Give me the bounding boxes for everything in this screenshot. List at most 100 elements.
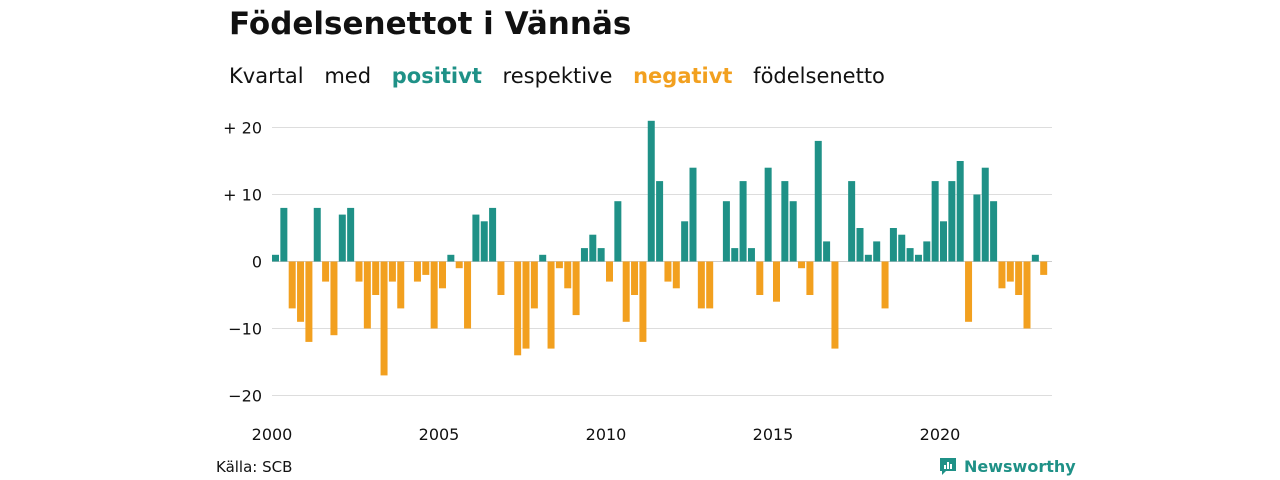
bar xyxy=(288,261,296,309)
bar xyxy=(439,261,446,289)
bar xyxy=(873,241,881,262)
x-tick-label: 2005 xyxy=(419,425,460,444)
bar xyxy=(1031,254,1039,262)
subtitle-word-med: med xyxy=(324,64,372,88)
source-note: Källa: SCB xyxy=(216,458,293,476)
bar xyxy=(363,261,371,329)
bar xyxy=(656,181,664,262)
bar xyxy=(689,167,697,262)
bar xyxy=(397,261,405,309)
bar xyxy=(1015,261,1023,295)
y-tick-label: 0 xyxy=(252,253,262,272)
bar xyxy=(313,207,321,262)
chart-subtitle: Kvartal med positivt respektive negativt… xyxy=(229,64,899,88)
bar xyxy=(272,254,279,262)
bar xyxy=(747,248,755,262)
bar xyxy=(806,261,814,295)
bar xyxy=(856,228,864,262)
bar xyxy=(1006,261,1014,282)
bar xyxy=(422,261,430,275)
bar xyxy=(639,261,647,342)
bar xyxy=(372,261,380,295)
chart-title: Födelsenettot i Vännäs xyxy=(229,6,632,42)
y-tick-label: + 10 xyxy=(223,186,262,205)
bar xyxy=(831,261,839,349)
x-tick-label: 2015 xyxy=(753,425,794,444)
bar xyxy=(914,254,922,262)
subtitle-word-respektive: respektive xyxy=(502,64,613,88)
bar xyxy=(388,261,396,282)
bar xyxy=(338,214,346,262)
subtitle-word-fodelsenetto: födelsenetto xyxy=(753,64,885,88)
bar xyxy=(572,261,580,316)
bar xyxy=(956,161,964,262)
bar xyxy=(464,261,472,329)
bar xyxy=(722,201,730,262)
bar xyxy=(480,221,488,262)
x-tick-label: 2020 xyxy=(920,425,961,444)
bar xyxy=(764,167,772,262)
bar xyxy=(781,181,789,262)
bar xyxy=(940,221,947,262)
bar xyxy=(923,241,931,262)
bar xyxy=(756,261,764,295)
bar xyxy=(823,241,831,262)
bar xyxy=(280,207,288,262)
bar xyxy=(814,140,822,262)
bar xyxy=(330,261,338,336)
bar xyxy=(864,254,872,262)
bar xyxy=(589,234,597,262)
bar xyxy=(555,261,563,269)
y-tick-label: −20 xyxy=(228,387,262,406)
bar xyxy=(898,234,906,262)
bar xyxy=(631,261,639,295)
bar xyxy=(990,201,998,262)
bar xyxy=(530,261,538,309)
subtitle-word-kvartal: Kvartal xyxy=(229,64,304,88)
bar xyxy=(606,261,613,282)
bar xyxy=(948,181,956,262)
bar xyxy=(380,261,388,376)
bar xyxy=(413,261,421,282)
bar xyxy=(798,261,806,269)
bar xyxy=(981,167,989,262)
bar xyxy=(681,221,689,262)
bar xyxy=(998,261,1006,289)
bar xyxy=(906,248,914,262)
x-tick-label: 2010 xyxy=(586,425,627,444)
bar xyxy=(564,261,572,289)
bar xyxy=(773,261,780,302)
bar xyxy=(848,181,856,262)
subtitle-negative-label: negativt xyxy=(633,64,733,88)
bar xyxy=(355,261,363,282)
bar xyxy=(430,261,438,329)
bar xyxy=(672,261,680,289)
y-tick-label: −10 xyxy=(228,320,262,339)
bar xyxy=(706,261,714,309)
bar xyxy=(455,261,463,269)
bar xyxy=(1040,261,1048,275)
bar xyxy=(664,261,672,282)
bar xyxy=(731,248,739,262)
bar xyxy=(514,261,522,356)
brand-name: Newsworthy xyxy=(964,456,1076,476)
bar xyxy=(614,201,622,262)
bar xyxy=(322,261,330,282)
bar xyxy=(539,254,547,262)
bar xyxy=(305,261,313,342)
bar xyxy=(881,261,889,309)
bar xyxy=(973,194,981,262)
subtitle-positive-label: positivt xyxy=(391,64,482,88)
bar xyxy=(965,261,973,322)
bar xyxy=(597,248,605,262)
brand-logo: Newsworthy xyxy=(938,456,1076,476)
x-tick-label: 2000 xyxy=(252,425,293,444)
bar xyxy=(447,254,455,262)
y-tick-label: + 20 xyxy=(223,119,262,138)
bar xyxy=(739,181,747,262)
bar xyxy=(889,228,897,262)
bar xyxy=(347,207,355,262)
bar xyxy=(1023,261,1031,329)
bar xyxy=(472,214,480,262)
